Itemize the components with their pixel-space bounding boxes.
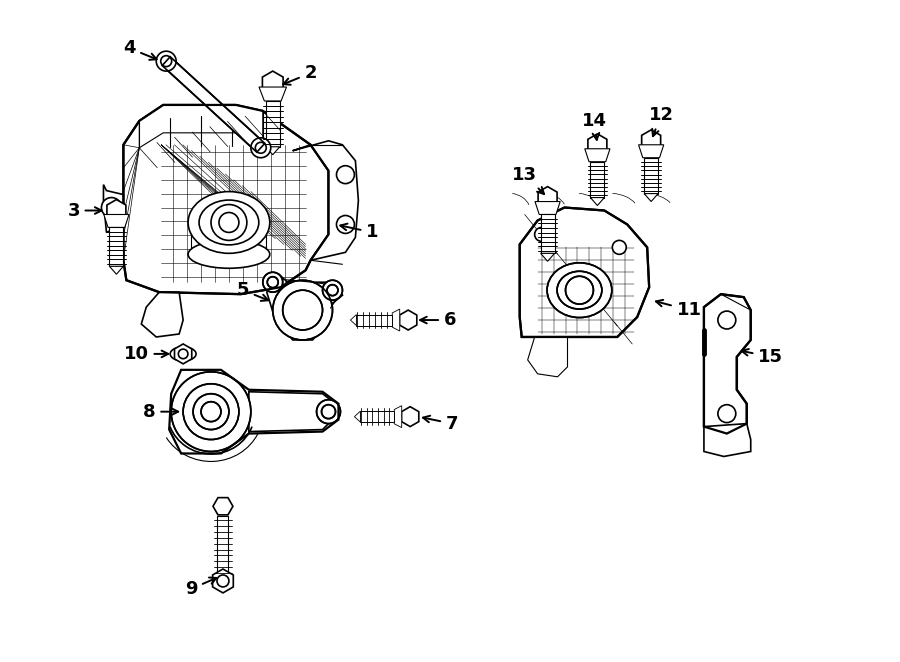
Circle shape — [183, 384, 238, 440]
Circle shape — [217, 575, 229, 587]
Polygon shape — [538, 187, 557, 209]
Text: 6: 6 — [420, 311, 456, 329]
Polygon shape — [259, 87, 286, 101]
Polygon shape — [401, 406, 419, 426]
Polygon shape — [394, 406, 401, 428]
Text: 14: 14 — [582, 112, 607, 140]
Circle shape — [327, 285, 338, 296]
Polygon shape — [704, 294, 751, 434]
Circle shape — [283, 290, 322, 330]
Circle shape — [171, 372, 251, 451]
Polygon shape — [140, 105, 263, 148]
Polygon shape — [392, 309, 400, 331]
Text: 9: 9 — [184, 577, 216, 598]
Circle shape — [157, 51, 176, 71]
Circle shape — [194, 394, 229, 430]
Circle shape — [273, 280, 332, 340]
Ellipse shape — [188, 191, 270, 254]
Polygon shape — [527, 337, 568, 377]
Polygon shape — [104, 185, 123, 232]
Polygon shape — [590, 162, 604, 197]
Text: 13: 13 — [512, 166, 544, 194]
Polygon shape — [218, 516, 229, 581]
Polygon shape — [107, 199, 126, 222]
Circle shape — [211, 205, 247, 240]
Text: 15: 15 — [742, 348, 783, 366]
Polygon shape — [104, 214, 129, 228]
Circle shape — [219, 213, 238, 232]
Ellipse shape — [199, 200, 259, 245]
Polygon shape — [400, 310, 417, 330]
Polygon shape — [644, 158, 658, 193]
Polygon shape — [541, 254, 554, 261]
Polygon shape — [212, 569, 233, 593]
Polygon shape — [110, 228, 123, 266]
Text: 5: 5 — [237, 281, 268, 301]
Circle shape — [161, 56, 172, 67]
Polygon shape — [644, 193, 658, 201]
Polygon shape — [535, 201, 560, 214]
Circle shape — [251, 138, 271, 158]
Polygon shape — [248, 392, 336, 432]
Circle shape — [267, 277, 278, 288]
Polygon shape — [356, 314, 392, 326]
Circle shape — [337, 166, 355, 183]
Polygon shape — [110, 266, 123, 274]
Polygon shape — [292, 141, 358, 260]
Polygon shape — [519, 207, 649, 337]
Polygon shape — [266, 274, 343, 340]
Text: 2: 2 — [284, 64, 317, 85]
Text: 11: 11 — [656, 300, 701, 319]
Circle shape — [102, 197, 122, 218]
Circle shape — [337, 216, 355, 234]
Ellipse shape — [557, 271, 602, 309]
Polygon shape — [541, 214, 554, 254]
Ellipse shape — [547, 263, 612, 318]
Text: 4: 4 — [123, 39, 157, 60]
Circle shape — [263, 272, 283, 292]
Polygon shape — [590, 197, 604, 205]
Polygon shape — [639, 145, 663, 158]
Text: 10: 10 — [124, 345, 168, 363]
Circle shape — [201, 402, 221, 422]
Ellipse shape — [188, 240, 270, 268]
Circle shape — [178, 349, 188, 359]
Circle shape — [535, 228, 549, 242]
Circle shape — [718, 311, 736, 329]
Polygon shape — [263, 71, 284, 95]
Text: 3: 3 — [68, 201, 102, 220]
Polygon shape — [123, 105, 328, 294]
Polygon shape — [266, 101, 280, 147]
Circle shape — [256, 142, 266, 153]
Text: 7: 7 — [423, 414, 458, 432]
Polygon shape — [350, 314, 356, 326]
Polygon shape — [141, 292, 183, 337]
Polygon shape — [355, 411, 360, 422]
Circle shape — [317, 400, 340, 424]
Polygon shape — [704, 424, 751, 457]
Circle shape — [565, 276, 593, 304]
Circle shape — [718, 404, 736, 422]
Circle shape — [322, 280, 343, 300]
Polygon shape — [266, 147, 280, 155]
Circle shape — [321, 404, 336, 418]
Polygon shape — [588, 134, 607, 156]
Text: 1: 1 — [340, 223, 379, 242]
Ellipse shape — [170, 347, 196, 361]
Text: 8: 8 — [143, 402, 178, 420]
Polygon shape — [360, 411, 394, 422]
Polygon shape — [162, 57, 265, 152]
Circle shape — [612, 240, 626, 254]
Polygon shape — [585, 149, 610, 162]
Polygon shape — [213, 498, 233, 515]
Text: 12: 12 — [649, 106, 673, 136]
Polygon shape — [642, 130, 661, 152]
Polygon shape — [175, 344, 192, 364]
